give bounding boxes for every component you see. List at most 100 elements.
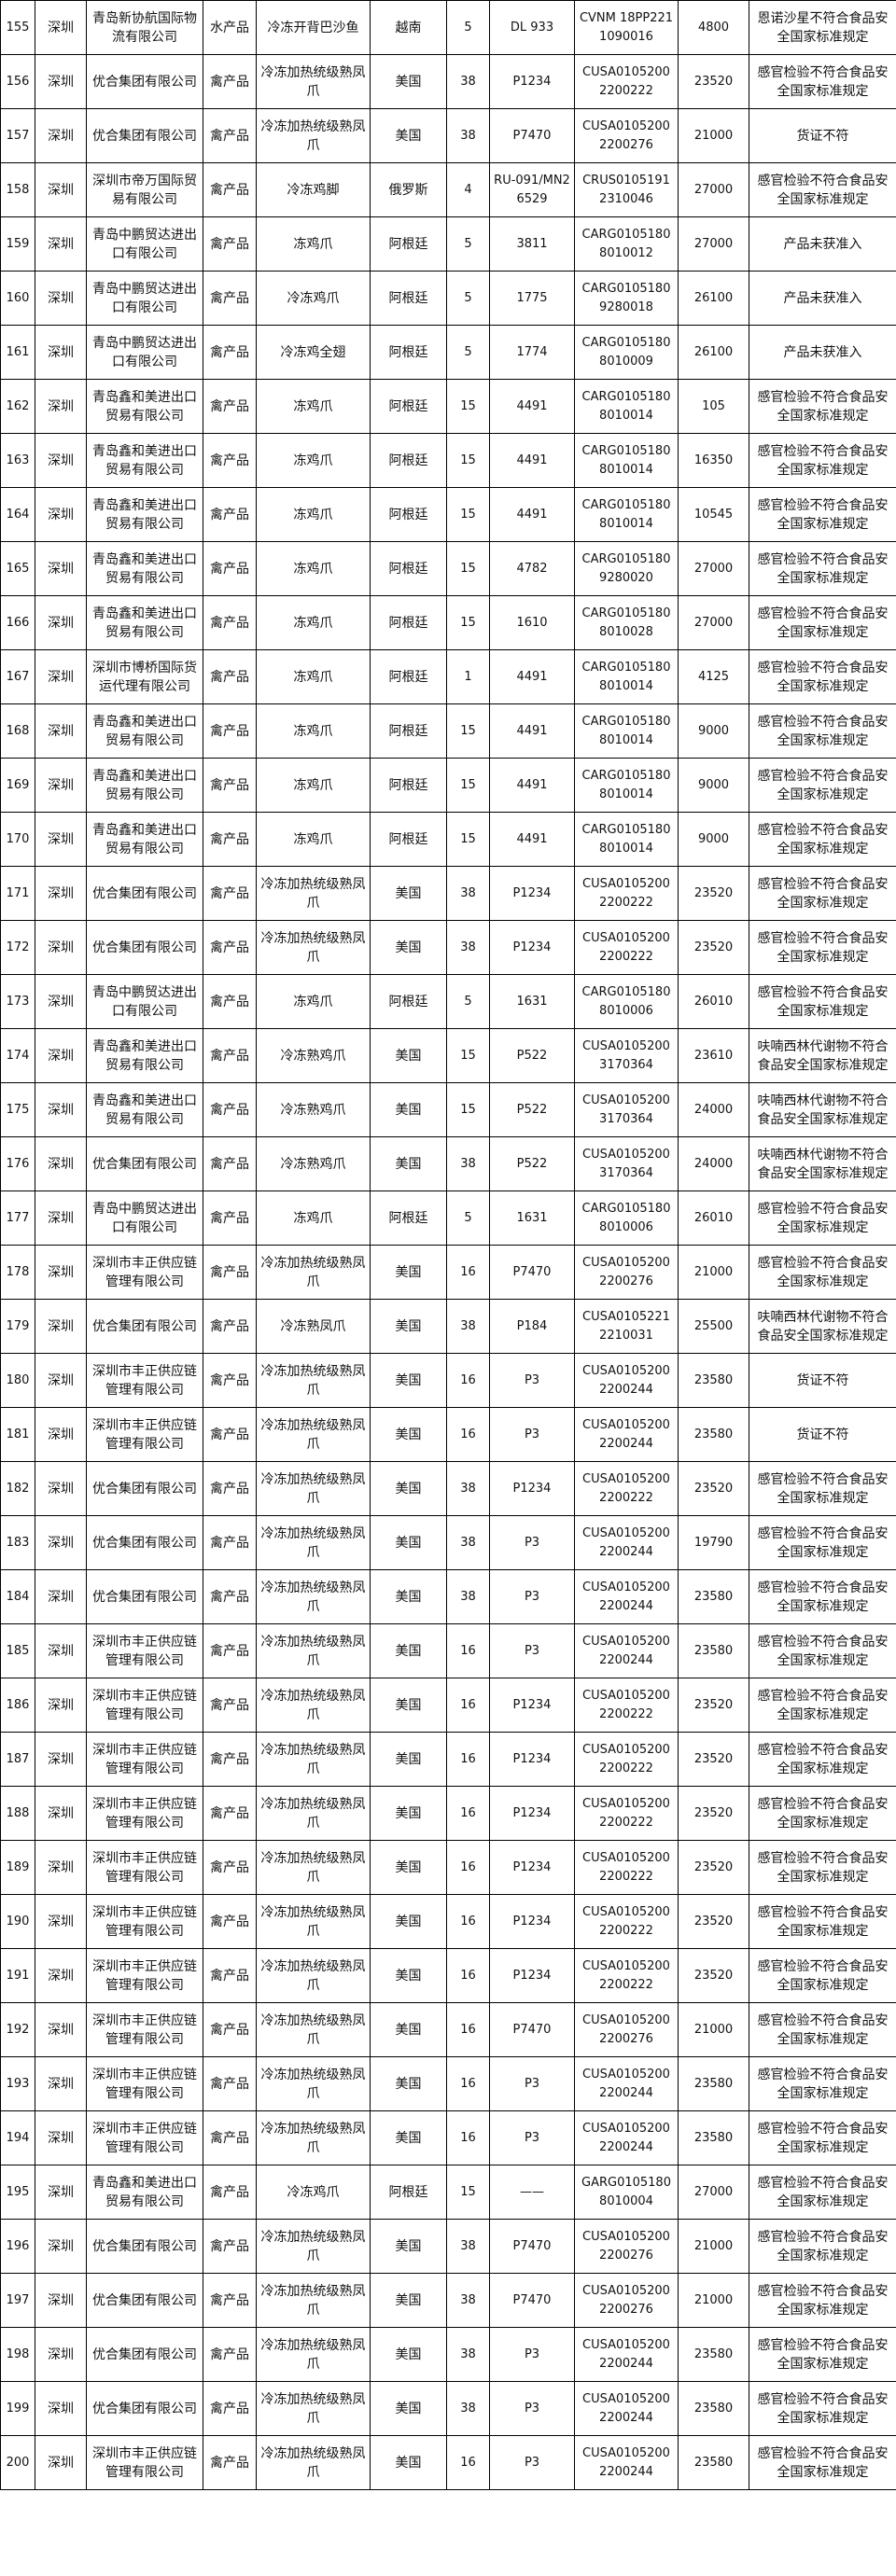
product-category-cell: 禽产品 xyxy=(203,974,257,1029)
certificate-number-cell: CUSA01052002200244 xyxy=(574,2435,679,2490)
table-row: 156 深圳 优合集团有限公司 禽产品 冷冻加热统级熟凤爪 美国 38 P1234 CUSA01… xyxy=(0,54,896,109)
row-number-cell: 169 xyxy=(0,758,35,813)
certificate-number-cell: CUSA01052002200244 xyxy=(574,1569,679,1624)
establishment-code-cell: P7470 xyxy=(489,1245,575,1300)
certificate-number-cell: CUSA01052002200244 xyxy=(574,2381,679,2436)
port-city-cell: 深圳 xyxy=(35,1028,87,1083)
weight-kg-cell: 23520 xyxy=(678,866,749,921)
rejection-reason-cell: 感官检验不符合食品安全国家标准规定 xyxy=(749,1191,896,1246)
importer-company-cell: 深圳市丰正供应链管理有限公司 xyxy=(86,1678,203,1733)
table-row: 177 深圳 青岛中鹏贸达进出口有限公司 禽产品 冻鸡爪 阿根廷 5 1631 CARG0105… xyxy=(0,1191,896,1246)
establishment-code-cell: P3 xyxy=(489,2435,575,2490)
product-name-cell: 冷冻加热统级熟凤爪 xyxy=(256,2435,371,2490)
establishment-code-cell: P7470 xyxy=(489,2273,575,2328)
origin-country-cell: 阿根廷 xyxy=(370,325,447,380)
establishment-code-cell: P1234 xyxy=(489,1678,575,1733)
table-row: 196 深圳 优合集团有限公司 禽产品 冷冻加热统级熟凤爪 美国 38 P7470 CUSA01… xyxy=(0,2219,896,2274)
importer-company-cell: 优合集团有限公司 xyxy=(86,1299,203,1354)
establishment-code-cell: P1234 xyxy=(489,920,575,975)
establishment-code-cell: 3811 xyxy=(489,216,575,272)
certificate-number-cell: CUSA01052002200222 xyxy=(574,1461,679,1516)
rejection-reason-cell: 感官检验不符合食品安全国家标准规定 xyxy=(749,758,896,813)
plant-number-cell: 5 xyxy=(446,0,490,55)
product-name-cell: 冻鸡爪 xyxy=(256,541,371,596)
plant-number-cell: 16 xyxy=(446,1678,490,1733)
port-city-cell: 深圳 xyxy=(35,1407,87,1462)
rejection-reason-cell: 感官检验不符合食品安全国家标准规定 xyxy=(749,812,896,867)
product-category-cell: 禽产品 xyxy=(203,162,257,217)
establishment-code-cell: P1234 xyxy=(489,1894,575,1949)
product-name-cell: 冻鸡爪 xyxy=(256,216,371,272)
table-row: 165 深圳 青岛鑫和美进出口贸易有限公司 禽产品 冻鸡爪 阿根廷 15 4782 CARG01… xyxy=(0,541,896,596)
port-city-cell: 深圳 xyxy=(35,108,87,163)
table-row: 184 深圳 优合集团有限公司 禽产品 冷冻加热统级熟凤爪 美国 38 P3 CUSA01052… xyxy=(0,1569,896,1624)
table-row: 199 深圳 优合集团有限公司 禽产品 冷冻加热统级熟凤爪 美国 38 P3 CUSA01052… xyxy=(0,2381,896,2436)
establishment-code-cell: 4491 xyxy=(489,758,575,813)
rejection-reason-cell: 感官检验不符合食品安全国家标准规定 xyxy=(749,2110,896,2165)
establishment-code-cell: 1774 xyxy=(489,325,575,380)
weight-kg-cell: 23580 xyxy=(678,1353,749,1408)
certificate-number-cell: CARG01051808010014 xyxy=(574,812,679,867)
plant-number-cell: 15 xyxy=(446,703,490,759)
importer-company-cell: 青岛鑫和美进出口贸易有限公司 xyxy=(86,433,203,488)
origin-country-cell: 美国 xyxy=(370,2381,447,2436)
certificate-number-cell: CUSA01052002200244 xyxy=(574,2110,679,2165)
port-city-cell: 深圳 xyxy=(35,2435,87,2490)
origin-country-cell: 美国 xyxy=(370,1245,447,1300)
plant-number-cell: 16 xyxy=(446,1623,490,1678)
row-number-cell: 159 xyxy=(0,216,35,272)
row-number-cell: 170 xyxy=(0,812,35,867)
row-number-cell: 156 xyxy=(0,54,35,109)
plant-number-cell: 15 xyxy=(446,433,490,488)
weight-kg-cell: 24000 xyxy=(678,1136,749,1191)
certificate-number-cell: CUSA01052003170364 xyxy=(574,1028,679,1083)
product-category-cell: 禽产品 xyxy=(203,541,257,596)
row-number-cell: 199 xyxy=(0,2381,35,2436)
certificate-number-cell: CARG01051809280020 xyxy=(574,541,679,596)
plant-number-cell: 38 xyxy=(446,1299,490,1354)
importer-company-cell: 青岛鑫和美进出口贸易有限公司 xyxy=(86,541,203,596)
establishment-code-cell: P522 xyxy=(489,1136,575,1191)
port-city-cell: 深圳 xyxy=(35,1461,87,1516)
establishment-code-cell: 1631 xyxy=(489,1191,575,1246)
port-city-cell: 深圳 xyxy=(35,1136,87,1191)
rejection-reason-cell: 感官检验不符合食品安全国家标准规定 xyxy=(749,1948,896,2003)
product-category-cell: 禽产品 xyxy=(203,1245,257,1300)
row-number-cell: 175 xyxy=(0,1082,35,1137)
importer-company-cell: 深圳市丰正供应链管理有限公司 xyxy=(86,1353,203,1408)
port-city-cell: 深圳 xyxy=(35,866,87,921)
plant-number-cell: 1 xyxy=(446,649,490,704)
certificate-number-cell: CUSA01052002200244 xyxy=(574,2056,679,2111)
product-name-cell: 冷冻开背巴沙鱼 xyxy=(256,0,371,55)
table-row: 200 深圳 深圳市丰正供应链管理有限公司 禽产品 冷冻加热统级熟凤爪 美国 16 P3 CUS… xyxy=(0,2435,896,2490)
certificate-number-cell: CARG01051808010006 xyxy=(574,1191,679,1246)
plant-number-cell: 38 xyxy=(446,2219,490,2274)
product-category-cell: 禽产品 xyxy=(203,271,257,326)
certificate-number-cell: CARG01051808010006 xyxy=(574,974,679,1029)
port-city-cell: 深圳 xyxy=(35,0,87,55)
rejection-reason-cell: 货证不符 xyxy=(749,1407,896,1462)
importer-company-cell: 深圳市丰正供应链管理有限公司 xyxy=(86,1407,203,1462)
establishment-code-cell: P3 xyxy=(489,1623,575,1678)
certificate-number-cell: CUSA01052002200222 xyxy=(574,1678,679,1733)
rejection-reason-cell: 感官检验不符合食品安全国家标准规定 xyxy=(749,2056,896,2111)
origin-country-cell: 阿根廷 xyxy=(370,541,447,596)
certificate-number-cell: CUSA01052002200276 xyxy=(574,2273,679,2328)
weight-kg-cell: 23520 xyxy=(678,1461,749,1516)
product-category-cell: 禽产品 xyxy=(203,1136,257,1191)
establishment-code-cell: P1234 xyxy=(489,1461,575,1516)
rejection-reason-cell: 感官检验不符合食品安全国家标准规定 xyxy=(749,1894,896,1949)
importer-company-cell: 深圳市丰正供应链管理有限公司 xyxy=(86,2002,203,2057)
plant-number-cell: 16 xyxy=(446,1840,490,1895)
origin-country-cell: 美国 xyxy=(370,920,447,975)
rejection-reason-cell: 感官检验不符合食品安全国家标准规定 xyxy=(749,541,896,596)
certificate-number-cell: CUSA01052002200222 xyxy=(574,1948,679,2003)
product-category-cell: 禽产品 xyxy=(203,1461,257,1516)
rejection-reason-cell: 产品未获准入 xyxy=(749,216,896,272)
product-name-cell: 冷冻加热统级熟凤爪 xyxy=(256,2327,371,2382)
product-category-cell: 禽产品 xyxy=(203,1732,257,1787)
importer-company-cell: 青岛鑫和美进出口贸易有限公司 xyxy=(86,1082,203,1137)
product-category-cell: 禽产品 xyxy=(203,812,257,867)
certificate-number-cell: CUSA01052002200222 xyxy=(574,1840,679,1895)
establishment-code-cell: P522 xyxy=(489,1028,575,1083)
